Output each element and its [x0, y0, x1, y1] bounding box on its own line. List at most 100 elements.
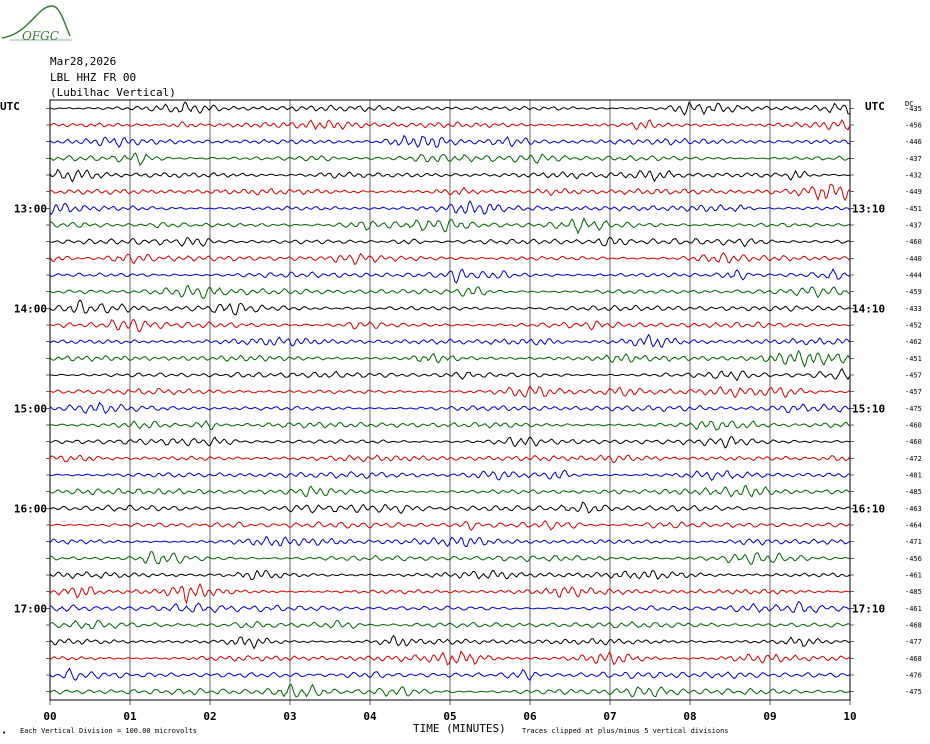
seismic-trace: [49, 569, 850, 581]
header-location: (Lubilhac Vertical): [50, 86, 176, 99]
dc-offset-label: -476: [905, 672, 922, 680]
seismic-trace: [49, 168, 850, 183]
utc-label-left: UTC: [0, 100, 20, 113]
dc-offset-label: -468: [905, 622, 922, 630]
x-axis-label: TIME (MINUTES): [413, 722, 506, 735]
seismic-trace: [49, 217, 850, 235]
ofgc-logo: OFGC: [1, 5, 72, 43]
dc-offset-label: -437: [905, 155, 922, 163]
logo-text: OFGC: [22, 29, 59, 43]
dc-offset-label: -437: [905, 222, 922, 230]
dc-offset-label: -456: [905, 122, 922, 130]
x-tick-label: 09: [763, 710, 776, 723]
x-tick-label: 02: [203, 710, 216, 723]
hour-label-left: 13:00: [14, 202, 47, 215]
dc-offset-label: -433: [905, 305, 922, 313]
dc-offset-label: -468: [905, 655, 922, 663]
dc-offset-label: -457: [905, 388, 922, 396]
dc-offset-label: -456: [905, 555, 922, 563]
logo-curve: [1, 5, 71, 39]
dc-offset-label: -481: [905, 472, 922, 480]
dc-offset-label: -460: [905, 438, 922, 446]
x-tick-label: 04: [363, 710, 377, 723]
seismic-trace: [49, 667, 850, 682]
hour-label-left: 15:00: [14, 402, 47, 415]
hour-label-right: 16:10: [852, 502, 885, 515]
utc-label-right: UTC: [865, 100, 885, 113]
dc-offset-label: -464: [905, 522, 922, 530]
seismic-trace: [49, 267, 850, 284]
seismic-trace: [49, 619, 850, 630]
x-tick-label: 07: [603, 710, 616, 723]
dc-offset-label: -471: [905, 538, 922, 546]
dc-offset-label: -444: [905, 272, 922, 280]
seismic-trace: [49, 501, 850, 514]
seismic-trace: [49, 454, 850, 464]
x-tick-label: 06: [523, 710, 537, 723]
dc-offset-label: -460: [905, 422, 922, 430]
seismic-trace: [49, 484, 850, 498]
seismic-trace: [49, 536, 850, 548]
dc-offset-label: -485: [905, 488, 922, 496]
hour-label-left: 14:00: [14, 302, 47, 315]
hour-label-left: 16:00: [14, 502, 47, 515]
traces: [49, 101, 850, 698]
dc-label: DC: [905, 100, 913, 108]
seismic-trace: [49, 683, 850, 698]
x-tick-label: 03: [283, 710, 296, 723]
seismic-trace: [49, 333, 850, 349]
dc-offset-label: -462: [905, 338, 922, 346]
seismic-trace: [49, 101, 850, 116]
seismic-trace: [49, 152, 850, 166]
dc-offset-label: -457: [905, 372, 922, 380]
x-tick-label: 10: [843, 710, 856, 723]
axis: 00 01 02 03 04 05 06 07 08 09 10 -435 -456 -446 -437 -4…: [14, 105, 922, 723]
seismic-trace: [49, 299, 850, 316]
seismic-trace: [49, 236, 850, 248]
seismic-trace: [49, 520, 850, 531]
x-tick-label: 01: [123, 710, 137, 723]
dc-offset-label: -449: [905, 188, 922, 196]
seismic-trace: [49, 600, 850, 614]
seismic-trace: [49, 551, 850, 565]
clip-note: Traces clipped at plus/minus 5 vertical …: [522, 727, 729, 735]
seismic-trace: [49, 401, 850, 415]
scale-note: Each Vertical Division = 100.00 microvol…: [20, 727, 197, 735]
seismic-trace: [49, 199, 850, 215]
grid: [46, 99, 854, 705]
dc-offset-label: -461: [905, 605, 922, 613]
seismic-trace: [49, 319, 850, 333]
hour-label-left: 17:00: [14, 602, 47, 615]
seismic-trace: [49, 134, 850, 148]
hour-label-right: 14:10: [852, 302, 885, 315]
seismic-trace: [49, 583, 850, 605]
x-tick-label: 00: [43, 710, 56, 723]
dc-offset-label: -485: [905, 588, 922, 596]
dc-offset-label: -461: [905, 572, 922, 580]
hour-label-right: 17:10: [852, 602, 885, 615]
x-tick-label: 08: [683, 710, 696, 723]
header-station: LBL HHZ FR 00: [50, 71, 137, 84]
corner-mark: •: [2, 729, 6, 737]
dc-offset-label: -475: [905, 405, 922, 413]
dc-offset-label: -472: [905, 455, 922, 463]
seismic-trace: [49, 436, 850, 449]
dc-offset-label: -446: [905, 138, 922, 146]
dc-offset-label: -459: [905, 288, 922, 296]
seismic-trace: [49, 183, 850, 202]
dc-offset-label: -435: [905, 105, 922, 113]
seismic-trace: [49, 469, 850, 481]
dc-offset-label: -440: [905, 255, 922, 263]
dc-offset-label: -477: [905, 638, 922, 646]
dc-offset-label: -463: [905, 505, 922, 513]
hour-label-right: 13:10: [852, 202, 885, 215]
seismic-trace: [49, 385, 850, 399]
x-tick-label: 05: [443, 710, 456, 723]
dc-offset-label: -451: [905, 355, 922, 363]
seismic-trace: [49, 419, 850, 431]
hour-label-right: 15:10: [852, 402, 885, 415]
seismic-trace: [49, 367, 850, 382]
seismic-trace: [49, 650, 850, 666]
dc-offset-label: -451: [905, 205, 922, 213]
